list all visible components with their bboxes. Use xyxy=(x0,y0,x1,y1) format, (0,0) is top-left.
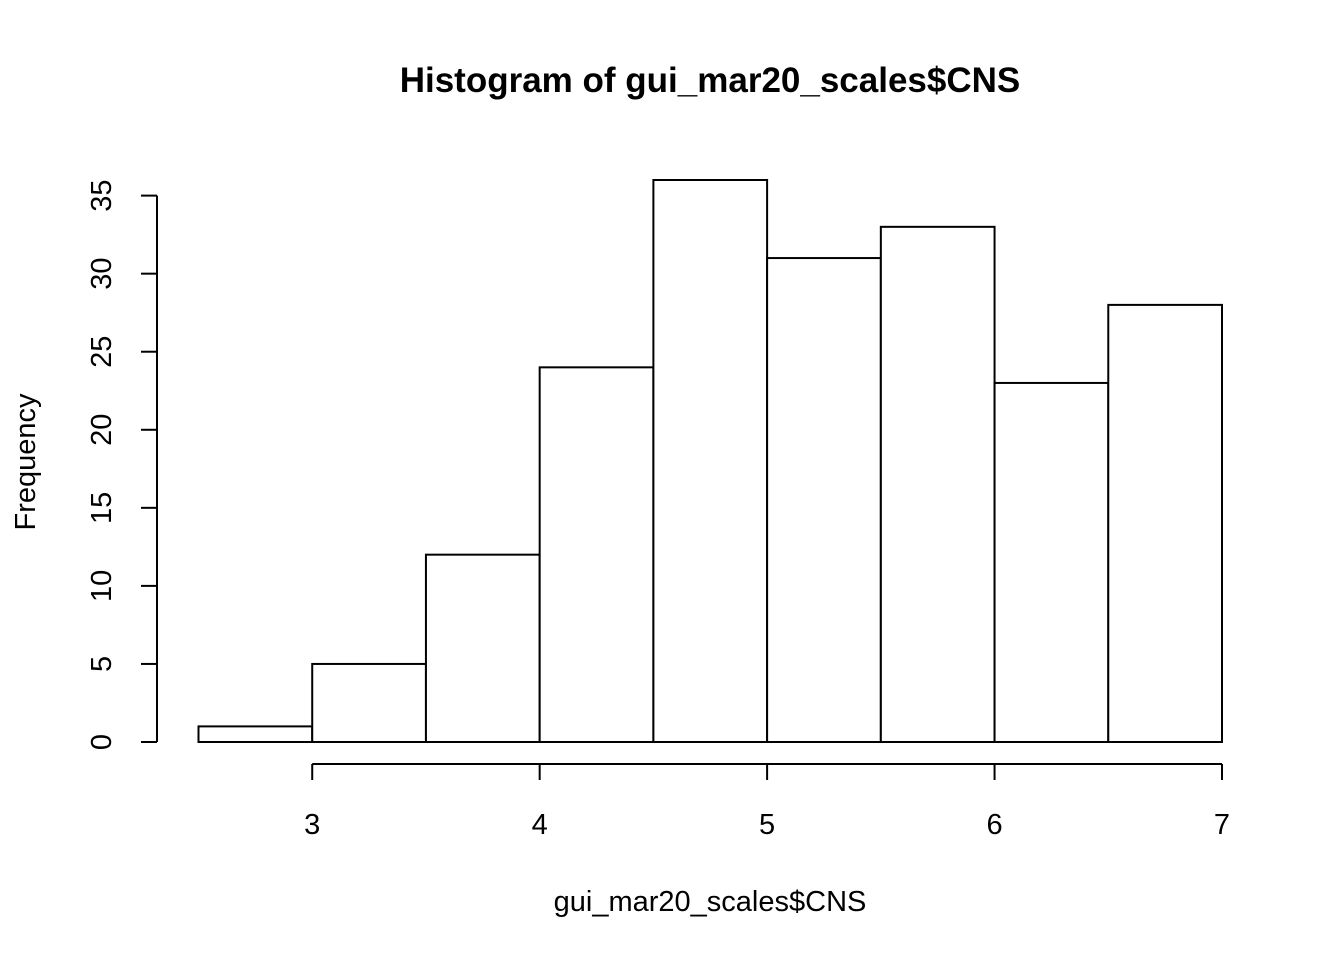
histogram-bar-4 xyxy=(538,366,655,743)
y-tick-label: 15 xyxy=(86,492,118,524)
x-tick-label: 6 xyxy=(986,809,1002,841)
x-tick-label: 7 xyxy=(1214,809,1230,841)
y-tick-label: 20 xyxy=(86,414,118,446)
histogram-bar-6 xyxy=(766,257,882,743)
histogram-bar-8 xyxy=(993,381,1110,743)
histogram-bar-2 xyxy=(311,662,427,744)
y-axis-title: Frequency xyxy=(10,393,42,531)
y-tick-label: 35 xyxy=(86,179,118,211)
histogram-bars xyxy=(197,179,1224,744)
y-tick-label: 10 xyxy=(86,570,118,602)
histogram-bar-3 xyxy=(424,553,541,744)
x-tick-label: 4 xyxy=(532,809,548,841)
x-axis-title: gui_mar20_scales$CNS xyxy=(554,886,867,918)
y-tick-label: 0 xyxy=(86,734,118,750)
chart-title: Histogram of gui_mar20_scales$CNS xyxy=(400,61,1021,100)
x-tick-label: 5 xyxy=(759,809,775,841)
y-tick-label: 30 xyxy=(86,258,118,290)
y-tick-label: 25 xyxy=(86,336,118,368)
histogram-bar-7 xyxy=(879,225,996,744)
histogram-bar-1 xyxy=(197,725,314,744)
y-tick-label: 5 xyxy=(86,656,118,672)
x-tick-label: 3 xyxy=(304,809,320,841)
y-axis: 0 5 10 15 20 25 30 35 xyxy=(86,179,158,750)
x-axis: 3 4 5 6 7 xyxy=(304,763,1230,841)
histogram-bar-5 xyxy=(652,179,769,743)
histogram-bar-9 xyxy=(1107,303,1224,743)
